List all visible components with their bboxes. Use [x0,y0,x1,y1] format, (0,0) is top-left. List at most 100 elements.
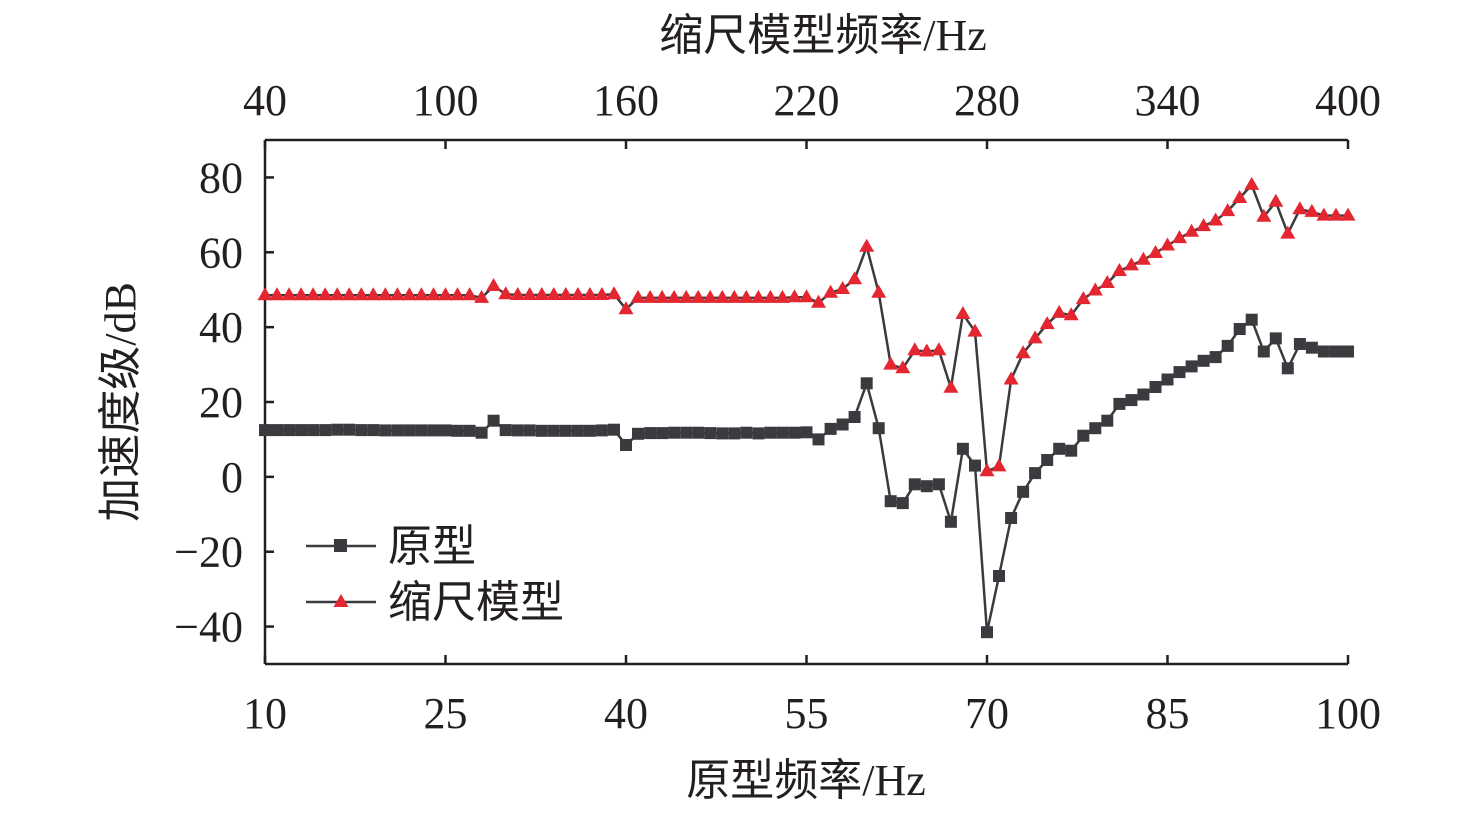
data-point-square [1330,345,1342,358]
y-tick-label: 80 [199,153,243,202]
data-point-triangle [426,287,441,301]
data-point-square [680,426,693,439]
data-point-triangle [582,287,598,300]
data-point-triangle [1304,203,1320,217]
data-point-square [1185,360,1198,373]
data-point-triangle [269,287,285,301]
data-point-triangle [1160,237,1175,251]
data-point-square [956,442,969,455]
data-point-square [451,424,464,437]
data-point-triangle [510,287,526,300]
data-point-square [547,424,560,437]
data-point-square [1101,414,1114,427]
data-point-triangle [1027,330,1043,344]
data-point-square [908,478,921,491]
data-point-square [583,424,596,437]
data-point-triangle [558,287,574,300]
data-point-triangle [630,289,646,303]
data-point-square [343,423,356,436]
data-point-triangle [413,287,429,301]
data-point-square [331,423,344,436]
data-point-triangle [1099,275,1115,288]
data-point-square [379,424,392,437]
data-point-square [969,459,981,472]
y-tick-label: −20 [174,528,243,577]
data-point-square [981,626,993,639]
data-point-triangle [895,360,911,374]
data-point-triangle [1135,251,1151,265]
data-point-square [752,427,765,440]
data-point-triangle [281,287,297,301]
data-point-triangle [1003,371,1019,385]
x-tick-label: 100 [1315,689,1381,738]
data-point-square [415,424,428,437]
x2-tick-label: 220 [774,76,840,125]
data-point-triangle [1148,245,1163,258]
data-point-triangle [690,289,706,303]
data-point-triangle [618,301,634,315]
data-point-triangle [943,379,959,393]
data-point-square [1113,397,1126,410]
data-point-square [1173,366,1186,379]
data-point-square [632,427,644,440]
data-point-square [439,424,452,437]
data-point-square [1089,422,1102,435]
data-point-square [259,424,271,437]
data-point-square [920,480,933,493]
data-point-triangle [341,287,357,301]
data-point-square [993,570,1005,582]
data-point-square [644,427,657,440]
data-point-triangle [257,287,273,301]
data-point-square [559,424,572,437]
data-point-square [487,414,500,427]
data-point-square [1209,351,1222,364]
x2-tick-label: 100 [413,76,479,125]
data-point-square [1233,323,1246,335]
data-point-triangle [474,289,490,303]
data-point-square [1342,345,1354,358]
legend-prototype-label: 原型 [388,522,476,571]
y-tick-label: −40 [174,603,243,652]
data-point-triangle [1075,291,1091,305]
data-point-square [1269,332,1282,345]
data-point-triangle [377,287,393,301]
data-point-square [872,422,885,435]
data-point-triangle [1280,225,1296,239]
data-point-triangle [642,289,658,303]
x-tick-label: 85 [1146,689,1190,738]
data-point-square [535,424,548,437]
data-point-square [283,424,296,437]
data-point-square [896,497,909,510]
data-point-triangle [931,342,947,356]
data-point-triangle [654,289,670,303]
data-point-triangle [317,287,333,301]
data-point-triangle [1208,212,1224,226]
data-point-square [716,427,729,440]
data-point-square [475,426,488,439]
data-point-triangle [1087,282,1103,296]
data-point-square [1137,388,1150,401]
data-point-triangle [991,458,1007,472]
data-point-square [1005,512,1018,524]
data-point-square [1221,339,1234,352]
x2-tick-label: 40 [243,76,287,125]
data-point-square [776,426,789,439]
x2-tick-label: 400 [1315,76,1381,125]
data-point-triangle [365,287,381,301]
data-point-triangle [1123,257,1139,271]
data-point-triangle [1172,230,1187,244]
data-point-triangle [293,287,309,301]
data-point-triangle [1244,176,1260,190]
data-point-square [463,424,476,437]
data-point-square [740,426,753,439]
data-point-square [944,515,957,528]
data-point-square [355,424,368,437]
y-axis: 80 60 40 20 0 −20 −40 [174,153,274,652]
y-tick-label: 20 [199,378,243,427]
data-point-square [620,439,632,451]
series-layer [257,176,1356,639]
x-tick-label: 40 [604,689,648,738]
data-point-square [1161,373,1174,386]
data-point-square [824,422,837,435]
